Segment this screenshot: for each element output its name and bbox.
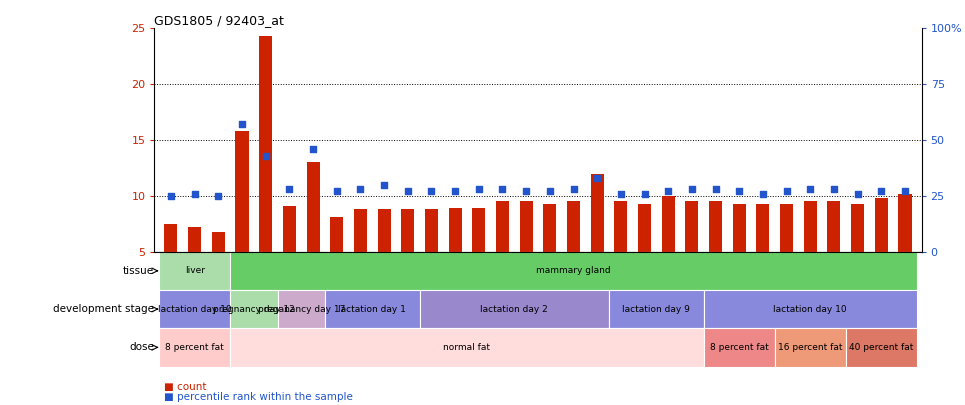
Bar: [401, 209, 414, 307]
Point: [376, 181, 392, 188]
Bar: [164, 224, 178, 307]
Bar: [472, 208, 485, 307]
Point: [613, 190, 628, 197]
Bar: [703, 328, 775, 367]
Bar: [159, 290, 231, 328]
Bar: [159, 252, 231, 290]
Bar: [662, 196, 675, 307]
Point: [495, 186, 510, 192]
Bar: [496, 201, 509, 307]
Bar: [354, 209, 367, 307]
Point: [234, 121, 250, 128]
Text: lactation day 9: lactation day 9: [622, 305, 690, 313]
Text: liver: liver: [184, 266, 205, 275]
Bar: [420, 290, 609, 328]
Bar: [231, 252, 917, 290]
Bar: [827, 201, 841, 307]
Point: [448, 188, 463, 195]
Text: lactation day 1: lactation day 1: [339, 305, 406, 313]
Bar: [851, 204, 864, 307]
Point: [731, 188, 747, 195]
Text: development stage: development stage: [53, 304, 154, 314]
Text: GDS1805 / 92403_at: GDS1805 / 92403_at: [154, 14, 285, 27]
Bar: [159, 328, 231, 367]
Point: [210, 193, 226, 199]
Bar: [638, 204, 651, 307]
Point: [756, 190, 771, 197]
Bar: [188, 227, 201, 307]
Bar: [845, 328, 917, 367]
Point: [471, 186, 486, 192]
Point: [637, 190, 652, 197]
Bar: [231, 290, 278, 328]
Point: [352, 186, 368, 192]
Text: ■ count: ■ count: [164, 382, 207, 392]
Point: [826, 186, 841, 192]
Bar: [875, 198, 888, 307]
Text: lactation day 2: lactation day 2: [481, 305, 548, 313]
Point: [779, 188, 794, 195]
Point: [565, 186, 581, 192]
Point: [850, 190, 866, 197]
Text: preganancy day 17: preganancy day 17: [258, 305, 345, 313]
Point: [542, 188, 558, 195]
Bar: [615, 201, 627, 307]
Point: [305, 146, 320, 152]
Point: [518, 188, 534, 195]
Bar: [260, 36, 272, 307]
Point: [163, 193, 179, 199]
Point: [424, 188, 439, 195]
Bar: [732, 204, 746, 307]
Bar: [231, 328, 703, 367]
Point: [282, 186, 297, 192]
Bar: [780, 204, 793, 307]
Text: normal fat: normal fat: [444, 343, 490, 352]
Bar: [609, 290, 703, 328]
Point: [660, 188, 676, 195]
Bar: [307, 162, 319, 307]
Bar: [804, 201, 816, 307]
Point: [258, 152, 273, 159]
Point: [897, 188, 913, 195]
Bar: [425, 209, 438, 307]
Text: 16 percent fat: 16 percent fat: [778, 343, 842, 352]
Bar: [775, 328, 845, 367]
Text: 8 percent fat: 8 percent fat: [165, 343, 224, 352]
Text: ■ percentile rank within the sample: ■ percentile rank within the sample: [164, 392, 353, 402]
Point: [187, 190, 203, 197]
Bar: [377, 209, 391, 307]
Bar: [757, 204, 769, 307]
Text: tissue: tissue: [123, 266, 154, 276]
Point: [873, 188, 889, 195]
Bar: [898, 194, 912, 307]
Text: lactation day 10: lactation day 10: [774, 305, 847, 313]
Bar: [543, 204, 557, 307]
Bar: [709, 201, 722, 307]
Bar: [330, 217, 344, 307]
Bar: [235, 131, 249, 307]
Text: dose: dose: [129, 342, 154, 352]
Text: lactation day 10: lactation day 10: [158, 305, 232, 313]
Point: [803, 186, 818, 192]
Bar: [283, 206, 296, 307]
Point: [684, 186, 700, 192]
Bar: [449, 208, 461, 307]
Bar: [703, 290, 917, 328]
Point: [329, 188, 345, 195]
Bar: [591, 173, 604, 307]
Point: [400, 188, 416, 195]
Point: [590, 175, 605, 181]
Text: 8 percent fat: 8 percent fat: [710, 343, 769, 352]
Bar: [325, 290, 420, 328]
Text: pregnancy day 12: pregnancy day 12: [213, 305, 294, 313]
Bar: [278, 290, 325, 328]
Text: mammary gland: mammary gland: [537, 266, 611, 275]
Bar: [567, 201, 580, 307]
Point: [708, 186, 724, 192]
Text: 40 percent fat: 40 percent fat: [849, 343, 914, 352]
Bar: [519, 201, 533, 307]
Bar: [212, 232, 225, 307]
Bar: [685, 201, 699, 307]
